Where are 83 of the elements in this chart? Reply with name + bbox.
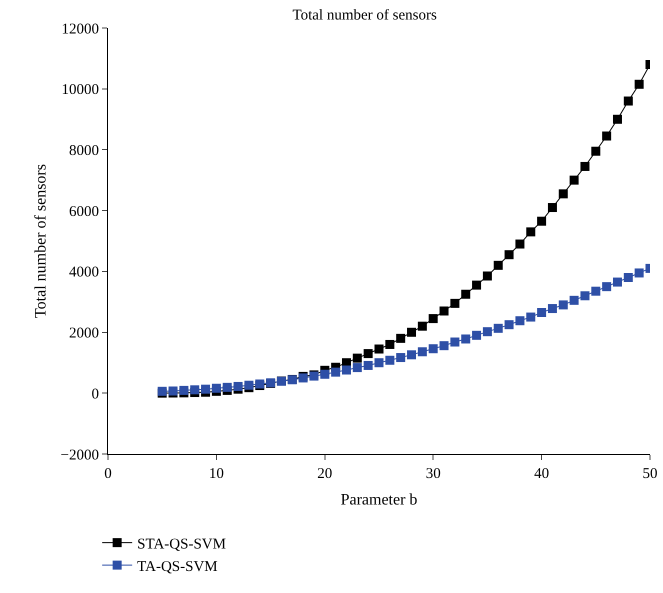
point: [515, 240, 524, 249]
x-tick-label: 40: [534, 466, 550, 482]
point: [494, 260, 503, 270]
x-tick-label: 30: [426, 466, 441, 482]
point: [364, 360, 373, 370]
y-tick-label: 2000: [69, 326, 99, 342]
y-tick-label: −2000: [60, 447, 99, 464]
point: [482, 271, 492, 280]
point: [352, 363, 362, 372]
point: [222, 382, 232, 392]
point: [548, 304, 557, 314]
point: [482, 327, 492, 336]
y-tick-label: 4000: [69, 264, 99, 281]
x-tick-label: 0: [104, 466, 112, 482]
point: [244, 380, 254, 390]
point: [385, 340, 394, 349]
point: [494, 324, 503, 333]
y-axis-title: Total number of sensors: [32, 164, 50, 318]
point: [234, 382, 243, 391]
y-tick-label: 8000: [69, 142, 99, 159]
point: [624, 273, 633, 282]
point: [580, 162, 590, 171]
y-tick-label: 0: [92, 386, 99, 402]
point: [472, 330, 482, 340]
point: [450, 338, 460, 347]
point: [461, 290, 470, 299]
point: [526, 312, 536, 322]
point: [352, 354, 362, 363]
point: [504, 320, 514, 330]
point: [440, 306, 449, 316]
point: [612, 278, 622, 287]
point: [320, 370, 330, 379]
point: [342, 366, 351, 375]
point: [201, 384, 210, 394]
point: [515, 316, 524, 326]
point: [396, 353, 406, 362]
point: [190, 385, 200, 394]
y-tick-label: 6000: [69, 204, 99, 220]
point: [374, 358, 384, 368]
point: [472, 280, 482, 290]
point: [212, 384, 221, 393]
point: [374, 344, 384, 354]
point: [570, 176, 579, 185]
y-tick-label: 12000: [62, 21, 99, 38]
point: [364, 349, 373, 358]
point: [591, 146, 600, 156]
point: [428, 314, 438, 324]
point: [396, 334, 406, 343]
legend-label: TA-QS-SVM: [137, 559, 218, 576]
point: [526, 227, 536, 236]
point: [558, 189, 568, 198]
point: [407, 350, 416, 360]
point: [602, 282, 612, 292]
x-tick-label: 10: [208, 466, 224, 482]
x-tick-label: 50: [642, 466, 658, 482]
point: [537, 216, 546, 226]
x-axis-title: Parameter b: [340, 492, 418, 509]
chart-title: Total number of sensors: [292, 7, 437, 24]
point: [440, 341, 449, 350]
point: [179, 386, 188, 395]
point: [570, 296, 579, 305]
point: [558, 300, 568, 310]
point: [450, 298, 460, 308]
y-tick-label: 10000: [62, 82, 99, 98]
point: [418, 347, 427, 356]
point: [407, 328, 416, 337]
point: [591, 286, 600, 296]
legend-label: STA-QS-SVM: [137, 536, 226, 553]
point: [602, 132, 612, 141]
point: [612, 114, 622, 124]
point: [624, 96, 633, 106]
point: [634, 268, 644, 278]
point: [428, 344, 438, 354]
point: [634, 80, 644, 89]
point: [504, 250, 514, 260]
point: [418, 322, 427, 331]
point: [548, 203, 557, 212]
point: [385, 356, 394, 365]
point: [580, 291, 590, 300]
x-tick-label: 20: [317, 466, 332, 482]
point: [537, 308, 546, 318]
point: [331, 368, 340, 377]
point: [461, 334, 470, 344]
